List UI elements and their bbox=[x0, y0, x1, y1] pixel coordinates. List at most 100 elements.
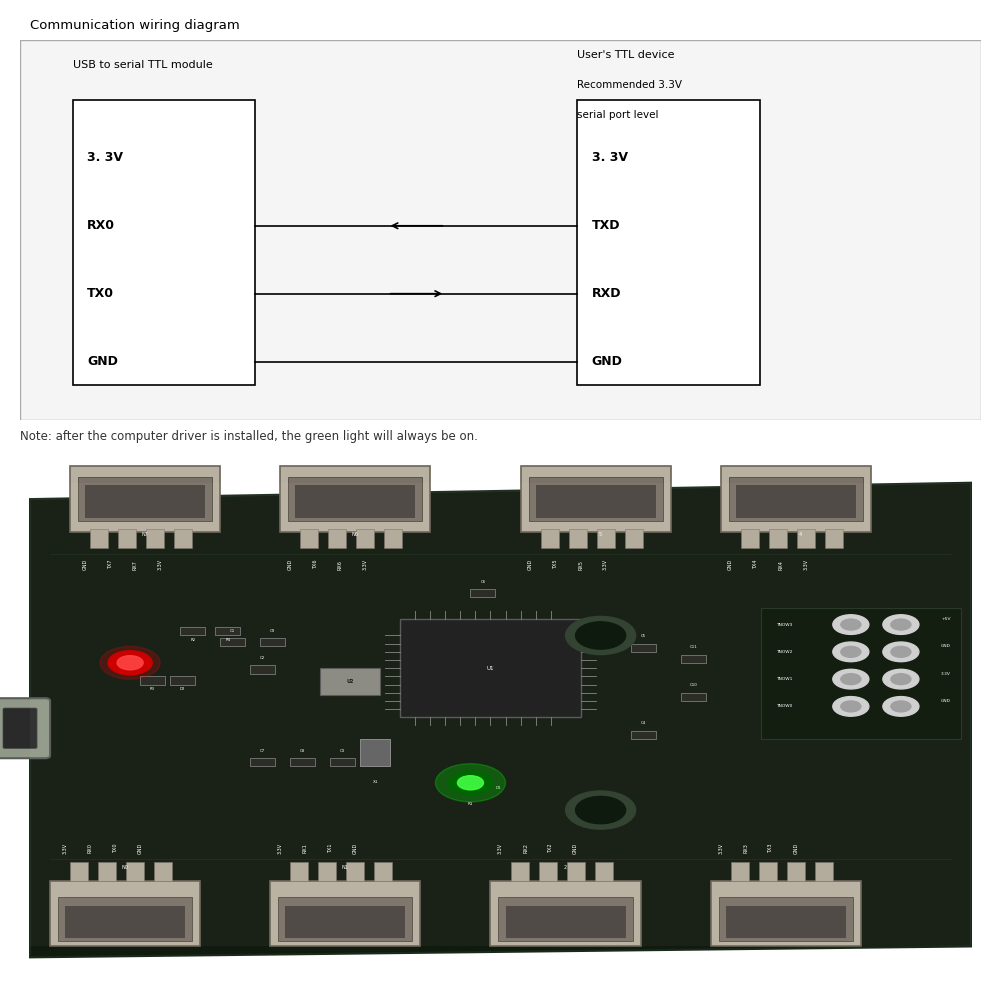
Bar bbox=[797, 530, 815, 549]
Bar bbox=[521, 466, 671, 532]
Text: GND: GND bbox=[941, 699, 951, 703]
Text: TNOW1: TNOW1 bbox=[776, 677, 792, 681]
Text: GND: GND bbox=[288, 559, 292, 571]
Bar bbox=[719, 897, 853, 941]
Text: TX1: TX1 bbox=[328, 844, 332, 853]
Text: Note: after the computer driver is installed, the green light will always be on.: Note: after the computer driver is insta… bbox=[20, 430, 477, 442]
Text: R1: R1 bbox=[467, 802, 473, 806]
Circle shape bbox=[566, 791, 636, 829]
Bar bbox=[759, 862, 777, 881]
Bar bbox=[787, 862, 805, 881]
Bar bbox=[154, 862, 172, 881]
Text: GND: GND bbox=[794, 843, 798, 854]
Bar bbox=[529, 477, 663, 521]
Bar bbox=[140, 677, 165, 685]
Circle shape bbox=[841, 619, 861, 630]
Text: TX4: TX4 bbox=[754, 560, 758, 570]
Text: 5: 5 bbox=[599, 533, 603, 538]
Bar bbox=[118, 530, 136, 549]
Bar bbox=[681, 655, 706, 663]
Bar bbox=[288, 477, 422, 521]
Text: N1: N1 bbox=[342, 865, 348, 870]
Bar bbox=[726, 906, 846, 938]
Text: C8: C8 bbox=[300, 749, 305, 753]
Text: R4: R4 bbox=[225, 638, 230, 642]
Text: 3.3V: 3.3V bbox=[158, 559, 162, 571]
Bar bbox=[30, 482, 971, 947]
Text: USB to serial TTL module: USB to serial TTL module bbox=[73, 60, 212, 70]
Bar bbox=[58, 897, 192, 941]
Bar bbox=[511, 862, 529, 881]
Text: N0: N0 bbox=[122, 865, 128, 870]
Text: GND: GND bbox=[353, 843, 357, 854]
Text: RX0: RX0 bbox=[88, 843, 92, 853]
Text: D2: D2 bbox=[180, 687, 185, 691]
Bar bbox=[280, 466, 430, 532]
Text: GND: GND bbox=[87, 355, 118, 368]
Text: 3.3V: 3.3V bbox=[63, 843, 67, 854]
Text: TX0: TX0 bbox=[113, 844, 117, 853]
Text: RX6: RX6 bbox=[338, 560, 342, 570]
Text: TNOW2: TNOW2 bbox=[776, 650, 792, 654]
Bar bbox=[400, 619, 581, 718]
Text: RX7: RX7 bbox=[133, 560, 137, 570]
Text: GND: GND bbox=[592, 355, 623, 368]
Circle shape bbox=[841, 647, 861, 658]
Bar bbox=[328, 530, 346, 549]
Circle shape bbox=[117, 656, 143, 670]
Bar bbox=[825, 530, 843, 549]
Bar bbox=[541, 530, 559, 549]
Circle shape bbox=[891, 674, 911, 685]
Text: TX5: TX5 bbox=[554, 560, 558, 570]
Text: X1: X1 bbox=[372, 780, 378, 784]
Bar bbox=[215, 628, 240, 636]
Text: serial port level: serial port level bbox=[578, 110, 659, 120]
Circle shape bbox=[576, 797, 626, 824]
Circle shape bbox=[833, 670, 869, 689]
Text: User's TTL device: User's TTL device bbox=[578, 50, 675, 60]
Text: C3: C3 bbox=[340, 749, 345, 753]
Bar bbox=[736, 485, 856, 519]
Bar bbox=[360, 739, 390, 767]
Text: 3.3V: 3.3V bbox=[719, 843, 723, 854]
Bar bbox=[631, 731, 656, 739]
Bar bbox=[290, 862, 308, 881]
Text: 3.3V: 3.3V bbox=[278, 843, 282, 854]
Text: Communication wiring diagram: Communication wiring diagram bbox=[30, 19, 240, 31]
Bar bbox=[78, 477, 212, 521]
Text: 3.3V: 3.3V bbox=[363, 559, 367, 571]
Bar bbox=[539, 862, 557, 881]
Text: GND: GND bbox=[574, 843, 578, 854]
Circle shape bbox=[833, 642, 869, 662]
Bar bbox=[815, 862, 833, 881]
Bar bbox=[729, 477, 863, 521]
Text: U2: U2 bbox=[346, 680, 354, 685]
Circle shape bbox=[833, 697, 869, 717]
Text: C2: C2 bbox=[260, 656, 265, 660]
Bar bbox=[711, 881, 861, 947]
Bar bbox=[70, 466, 220, 532]
Text: RX3: RX3 bbox=[744, 843, 748, 853]
Circle shape bbox=[108, 651, 152, 675]
Text: GND: GND bbox=[529, 559, 533, 571]
Circle shape bbox=[883, 697, 919, 717]
Text: R3: R3 bbox=[150, 687, 155, 691]
Bar bbox=[731, 862, 749, 881]
Text: TNOW3: TNOW3 bbox=[776, 623, 792, 627]
Circle shape bbox=[833, 615, 869, 635]
Bar bbox=[769, 530, 787, 549]
Bar bbox=[250, 666, 275, 674]
Text: 3.3V: 3.3V bbox=[804, 559, 808, 571]
Bar bbox=[250, 758, 275, 767]
Circle shape bbox=[883, 615, 919, 635]
Bar bbox=[506, 906, 626, 938]
Bar bbox=[741, 530, 759, 549]
Bar bbox=[374, 862, 392, 881]
Bar bbox=[569, 530, 587, 549]
Bar bbox=[98, 862, 116, 881]
FancyBboxPatch shape bbox=[0, 699, 50, 758]
Text: GND: GND bbox=[729, 559, 733, 571]
Circle shape bbox=[891, 619, 911, 630]
Text: C10: C10 bbox=[690, 684, 697, 688]
Bar bbox=[631, 644, 656, 652]
